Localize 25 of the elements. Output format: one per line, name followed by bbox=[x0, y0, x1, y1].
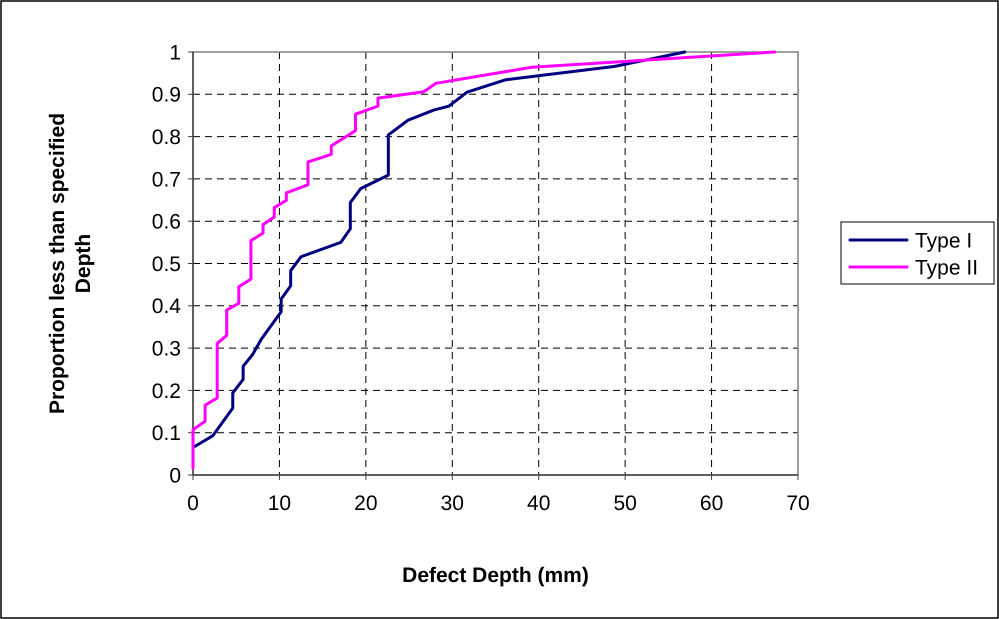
y-tick-label: 0.1 bbox=[152, 422, 181, 446]
x-axis-title: Defect Depth (mm) bbox=[402, 564, 589, 587]
y-tick-label: 0.2 bbox=[152, 380, 181, 403]
x-tick-label: 50 bbox=[613, 492, 637, 515]
x-tick-label: 0 bbox=[187, 492, 199, 515]
y-tick-label: 0.3 bbox=[152, 337, 181, 360]
legend-label: Type I bbox=[915, 229, 972, 252]
y-tick-label: 1 bbox=[169, 41, 181, 64]
legend-label: Type II bbox=[915, 256, 978, 280]
y-tick-label: 0.6 bbox=[152, 210, 181, 234]
x-tick-label: 30 bbox=[440, 492, 464, 515]
line-series bbox=[192, 50, 686, 450]
x-tick-label: 60 bbox=[700, 492, 724, 515]
line-series bbox=[192, 50, 776, 470]
y-axis-title: Proportion less than specified Depth bbox=[46, 112, 95, 414]
y-tick-label: 0.4 bbox=[152, 295, 182, 318]
x-tick-label: 10 bbox=[268, 492, 292, 515]
x-tick-label: 70 bbox=[786, 492, 810, 515]
x-tick-label: 20 bbox=[354, 492, 378, 515]
x-tick-label: 40 bbox=[527, 492, 550, 515]
y-tick-label: 0.8 bbox=[152, 126, 181, 149]
y-tick-label: 0.9 bbox=[152, 84, 181, 107]
y-tick-label: 0 bbox=[169, 464, 181, 488]
y-tick-label: 0.5 bbox=[152, 252, 181, 276]
y-tick-label: 0.7 bbox=[152, 168, 181, 192]
